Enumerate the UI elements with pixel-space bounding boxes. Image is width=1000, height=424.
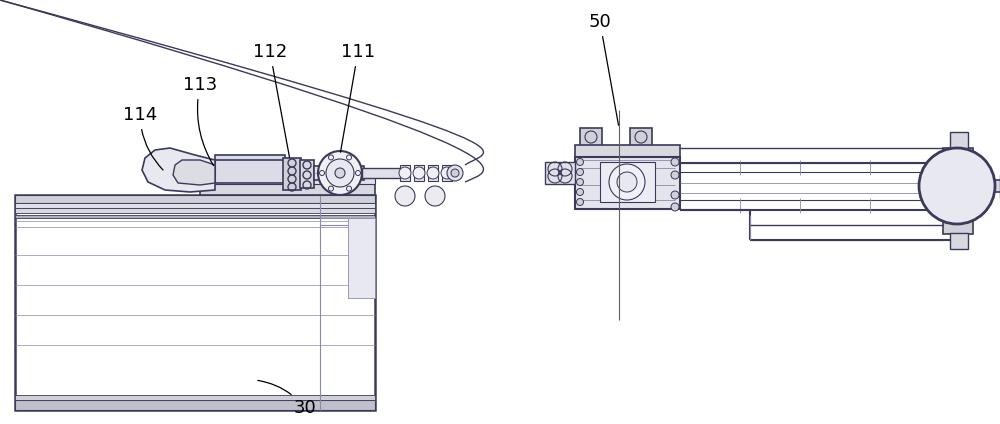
Bar	[580, 128, 602, 146]
Circle shape	[335, 168, 345, 178]
Bar	[15, 400, 375, 410]
Bar	[575, 157, 680, 209]
Bar	[362, 168, 402, 178]
Circle shape	[919, 148, 995, 224]
Bar	[545, 162, 575, 184]
Bar	[15, 208, 375, 213]
Bar	[943, 148, 973, 164]
Bar	[15, 395, 375, 400]
Bar	[215, 155, 285, 183]
Circle shape	[931, 160, 983, 212]
Bar	[15, 195, 375, 410]
Circle shape	[947, 176, 967, 196]
Bar	[400, 165, 410, 181]
Circle shape	[427, 167, 439, 179]
Bar	[414, 165, 424, 181]
Circle shape	[576, 159, 584, 165]
Bar	[943, 218, 973, 234]
Bar	[575, 145, 680, 157]
Circle shape	[441, 167, 453, 179]
Bar	[428, 165, 438, 181]
Text: 112: 112	[253, 43, 289, 157]
Bar	[993, 180, 1000, 192]
Circle shape	[609, 164, 645, 200]
Circle shape	[671, 203, 679, 211]
Bar	[300, 160, 314, 188]
Bar	[314, 166, 364, 180]
Circle shape	[671, 158, 679, 166]
Bar	[600, 162, 655, 202]
Bar	[630, 128, 652, 146]
Text: 114: 114	[123, 106, 163, 170]
Bar	[283, 158, 301, 190]
Bar	[200, 178, 375, 184]
Bar	[15, 215, 375, 218]
Bar	[950, 132, 968, 148]
Bar	[348, 218, 375, 298]
Text: 113: 113	[183, 76, 217, 166]
Circle shape	[447, 165, 463, 181]
Polygon shape	[142, 148, 215, 192]
Bar	[950, 233, 968, 249]
Polygon shape	[173, 160, 215, 185]
Circle shape	[576, 189, 584, 195]
Circle shape	[425, 186, 445, 206]
Circle shape	[576, 179, 584, 186]
Bar	[442, 165, 452, 181]
Text: 111: 111	[340, 43, 375, 152]
Circle shape	[326, 159, 354, 187]
Circle shape	[399, 167, 411, 179]
Circle shape	[671, 191, 679, 199]
Circle shape	[395, 186, 415, 206]
Circle shape	[413, 167, 425, 179]
Circle shape	[576, 168, 584, 176]
Bar	[15, 203, 375, 208]
Circle shape	[576, 198, 584, 206]
Circle shape	[451, 169, 459, 177]
Circle shape	[318, 151, 362, 195]
Text: 50: 50	[589, 13, 619, 125]
Bar	[15, 195, 375, 203]
Text: 30: 30	[258, 380, 316, 417]
Circle shape	[617, 172, 637, 192]
Bar	[200, 183, 375, 195]
Circle shape	[671, 171, 679, 179]
